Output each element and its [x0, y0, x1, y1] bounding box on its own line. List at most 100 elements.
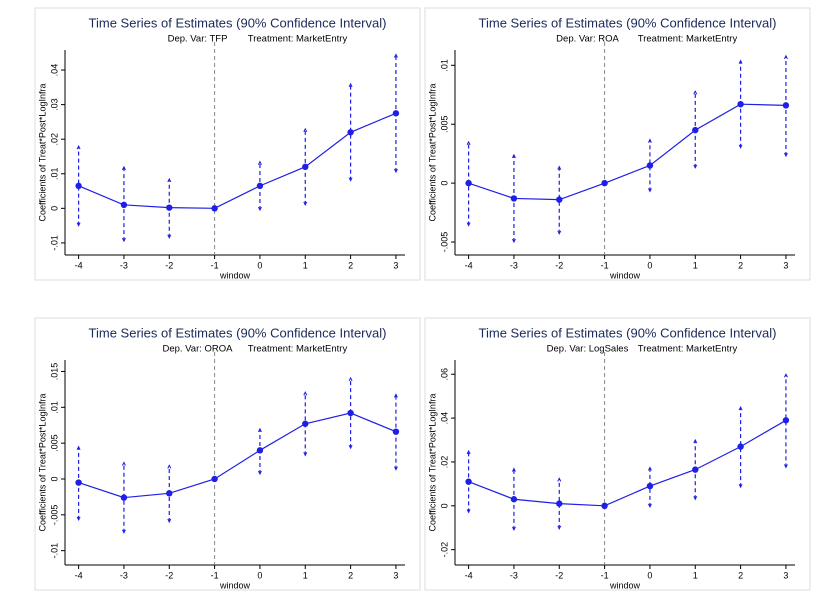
x-tick-label: -4 — [465, 260, 473, 270]
error-cap — [693, 496, 698, 501]
estimate-point — [392, 110, 400, 117]
panel: Time Series of Estimates (90% Confidence… — [34, 317, 421, 591]
y-tick-label: .02 — [49, 133, 59, 146]
x-tick-label: -4 — [75, 260, 83, 270]
estimate-line — [468, 419, 787, 507]
y-tick-label: -.005 — [439, 232, 449, 253]
dep-var: Dep. Var: ROA — [556, 34, 619, 45]
estimate-point — [737, 443, 744, 450]
x-tick-label: -1 — [211, 570, 219, 580]
y-tick-label: 0 — [439, 503, 449, 508]
estimate-point — [211, 475, 218, 483]
dep-var: Dep. Var: OROA — [162, 344, 233, 355]
estimate-point — [75, 182, 82, 190]
error-cap — [303, 201, 308, 206]
treatment: Treatment: MarketEntry — [248, 34, 348, 45]
x-tick-label: 1 — [303, 260, 308, 270]
y-axis-label: Coefficients of Treat*Post*LogInfra — [37, 84, 47, 222]
x-axis-label: window — [219, 270, 251, 280]
estimate-point — [347, 409, 354, 417]
x-tick-label: -3 — [510, 570, 518, 580]
error-cap — [647, 188, 652, 193]
estimate-point — [120, 201, 128, 209]
y-tick-label: .01 — [49, 401, 59, 414]
error-cap — [167, 464, 172, 469]
estimate-point — [302, 420, 309, 427]
chart-title: Time Series of Estimates (90% Confidence… — [479, 15, 777, 30]
error-cap — [257, 160, 262, 165]
x-tick-label: -1 — [211, 260, 219, 270]
chart-title: Time Series of Estimates (90% Confidence… — [89, 325, 387, 340]
estimate-point — [465, 179, 472, 187]
panel-border — [34, 7, 421, 281]
y-tick-label: .005 — [49, 434, 59, 452]
error-cap — [557, 230, 562, 235]
y-axis-label: Coefficients of Treat*Post*LogInfra — [427, 84, 437, 222]
y-tick-label: .03 — [49, 98, 59, 111]
error-cap — [348, 177, 353, 182]
y-axis-label: Coefficients of Treat*Post*LogInfra — [427, 394, 437, 532]
error-cap — [348, 444, 353, 450]
error-cap — [511, 526, 516, 532]
error-cap — [121, 165, 126, 171]
dep-var: Dep. Var: LogSales — [547, 344, 629, 355]
y-axis-label: Coefficients of Treat*Post*LogInfra — [37, 394, 47, 532]
x-tick-label: 1 — [693, 260, 698, 270]
x-tick-label: 1 — [303, 570, 308, 580]
panel-border — [424, 317, 811, 591]
error-cap — [466, 140, 471, 146]
error-cap — [647, 503, 652, 509]
error-cap — [167, 177, 172, 183]
estimate-point — [120, 494, 128, 501]
estimate-line — [468, 103, 786, 201]
error-cap — [348, 376, 353, 382]
error-cap — [557, 477, 562, 482]
panel-border — [34, 317, 421, 591]
error-cap — [738, 406, 743, 411]
error-cap — [466, 222, 471, 227]
error-cap — [393, 393, 398, 398]
error-cap — [511, 153, 516, 159]
treatment: Treatment: MarketEntry — [638, 344, 738, 355]
y-tick-label: .06 — [439, 368, 449, 381]
x-tick-label: -4 — [75, 570, 83, 580]
error-cap — [557, 165, 562, 170]
error-cap — [303, 391, 308, 396]
x-tick-label: 3 — [393, 260, 398, 270]
treatment: Treatment: MarketEntry — [248, 344, 348, 355]
x-tick-label: -2 — [165, 570, 173, 580]
error-cap — [167, 518, 172, 524]
x-tick-label: 3 — [393, 570, 398, 580]
x-tick-label: 2 — [348, 260, 353, 270]
error-cap — [121, 529, 126, 534]
error-cap — [738, 483, 743, 489]
estimate-point — [646, 162, 654, 169]
x-tick-label: 2 — [738, 570, 743, 580]
y-tick-label: 0 — [49, 476, 59, 481]
error-cap — [466, 509, 471, 514]
error-cap — [393, 168, 398, 174]
panel: Time Series of Estimates (90% Confidence… — [424, 7, 811, 281]
estimate-point — [256, 182, 264, 190]
estimate-point — [556, 196, 563, 203]
estimate-point — [166, 490, 173, 497]
error-cap — [303, 452, 308, 457]
error-cap — [348, 82, 353, 88]
y-tick-label: .01 — [439, 59, 449, 72]
error-cap — [257, 206, 262, 212]
x-axis-label: window — [609, 580, 641, 590]
y-tick-label: -.01 — [49, 543, 59, 559]
estimate-point — [737, 100, 744, 108]
error-cap — [257, 427, 262, 433]
panel: Time Series of Estimates (90% Confidence… — [34, 7, 421, 281]
error-cap — [393, 466, 398, 471]
x-tick-label: 3 — [783, 570, 788, 580]
x-tick-label: 0 — [647, 570, 652, 580]
error-cap — [466, 449, 471, 455]
x-tick-label: 1 — [693, 570, 698, 580]
x-tick-label: -2 — [555, 260, 563, 270]
error-cap — [783, 54, 788, 60]
chart-title: Time Series of Estimates (90% Confidence… — [479, 325, 777, 340]
y-tick-label: .02 — [439, 456, 449, 469]
error-cap — [76, 222, 81, 227]
